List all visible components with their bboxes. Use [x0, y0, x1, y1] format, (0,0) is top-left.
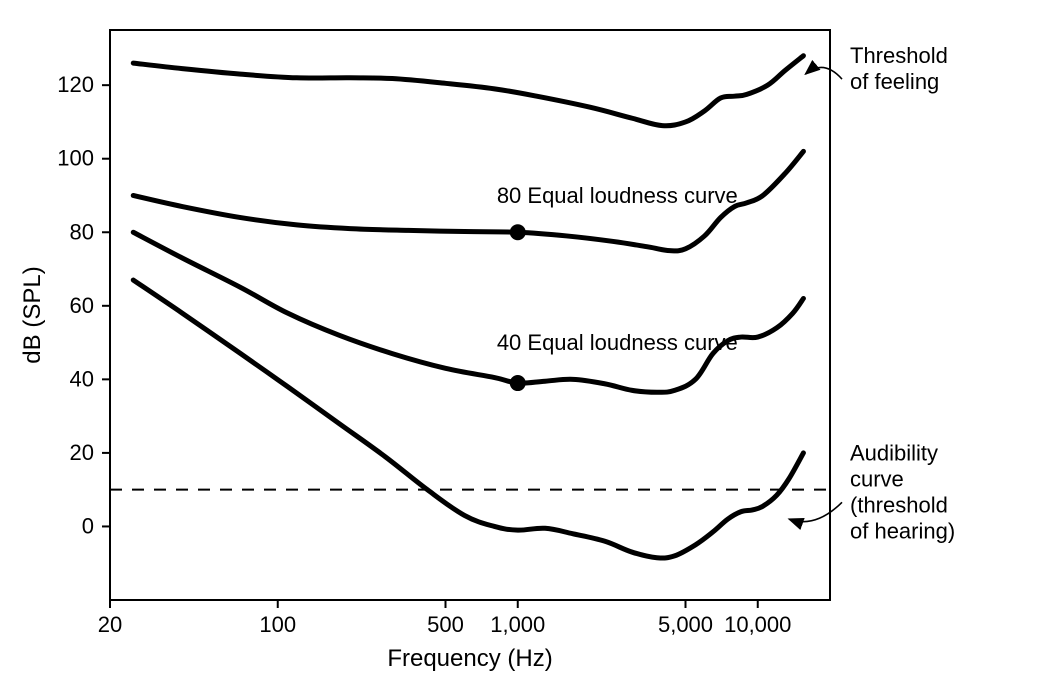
side-label-audibility-line: of hearing) — [850, 518, 955, 543]
side-label-threshold-of-feeling: Thresholdof feeling — [850, 43, 948, 94]
side-label-audibility-line: curve — [850, 466, 904, 491]
plot-border — [110, 30, 830, 600]
x-tick-label: 1,000 — [490, 612, 545, 637]
side-label-threshold-of-feeling-line: Threshold — [850, 43, 948, 68]
y-tick-label: 40 — [70, 366, 94, 391]
chart-svg: 20 100 500 1,000 5,000 10,000 Frequency (Hz) 0 2… — [0, 0, 1047, 696]
arrow-audibility — [789, 502, 842, 521]
y-tick-label: 60 — [70, 293, 94, 318]
y-tick-label: 80 — [70, 219, 94, 244]
y-tick-label: 120 — [57, 72, 94, 97]
y-tick-label: 100 — [57, 146, 94, 171]
x-axis-title: Frequency (Hz) — [387, 645, 552, 672]
x-tick-label: 500 — [427, 612, 464, 637]
curve-threshold-of-feeling — [133, 56, 803, 126]
side-label-threshold-of-feeling-line: of feeling — [850, 69, 939, 94]
x-tick-label: 5,000 — [658, 612, 713, 637]
label-elc40: 40 Equal loudness curve — [497, 330, 738, 355]
x-tick-label: 20 — [98, 612, 122, 637]
x-tick-label: 100 — [259, 612, 296, 637]
curve-audibility — [133, 280, 803, 558]
side-label-audibility-line: (threshold — [850, 492, 948, 517]
y-axis-title: dB (SPL) — [19, 266, 46, 363]
side-label-audibility-line: Audibility — [850, 440, 938, 465]
x-tick-label: 10,000 — [724, 612, 791, 637]
y-tick-label: 0 — [82, 513, 94, 538]
elc80-marker — [510, 224, 526, 240]
equal-loudness-chart: 20 100 500 1,000 5,000 10,000 Frequency (Hz) 0 2… — [0, 0, 1047, 696]
curve-elc-40 — [133, 232, 803, 392]
y-tick-label: 20 — [70, 440, 94, 465]
elc40-marker — [510, 375, 526, 391]
arrow-threshold-of-feeling — [805, 67, 842, 79]
label-elc80: 80 Equal loudness curve — [497, 183, 738, 208]
side-label-audibility: Audibilitycurve(thresholdof hearing) — [850, 440, 955, 543]
